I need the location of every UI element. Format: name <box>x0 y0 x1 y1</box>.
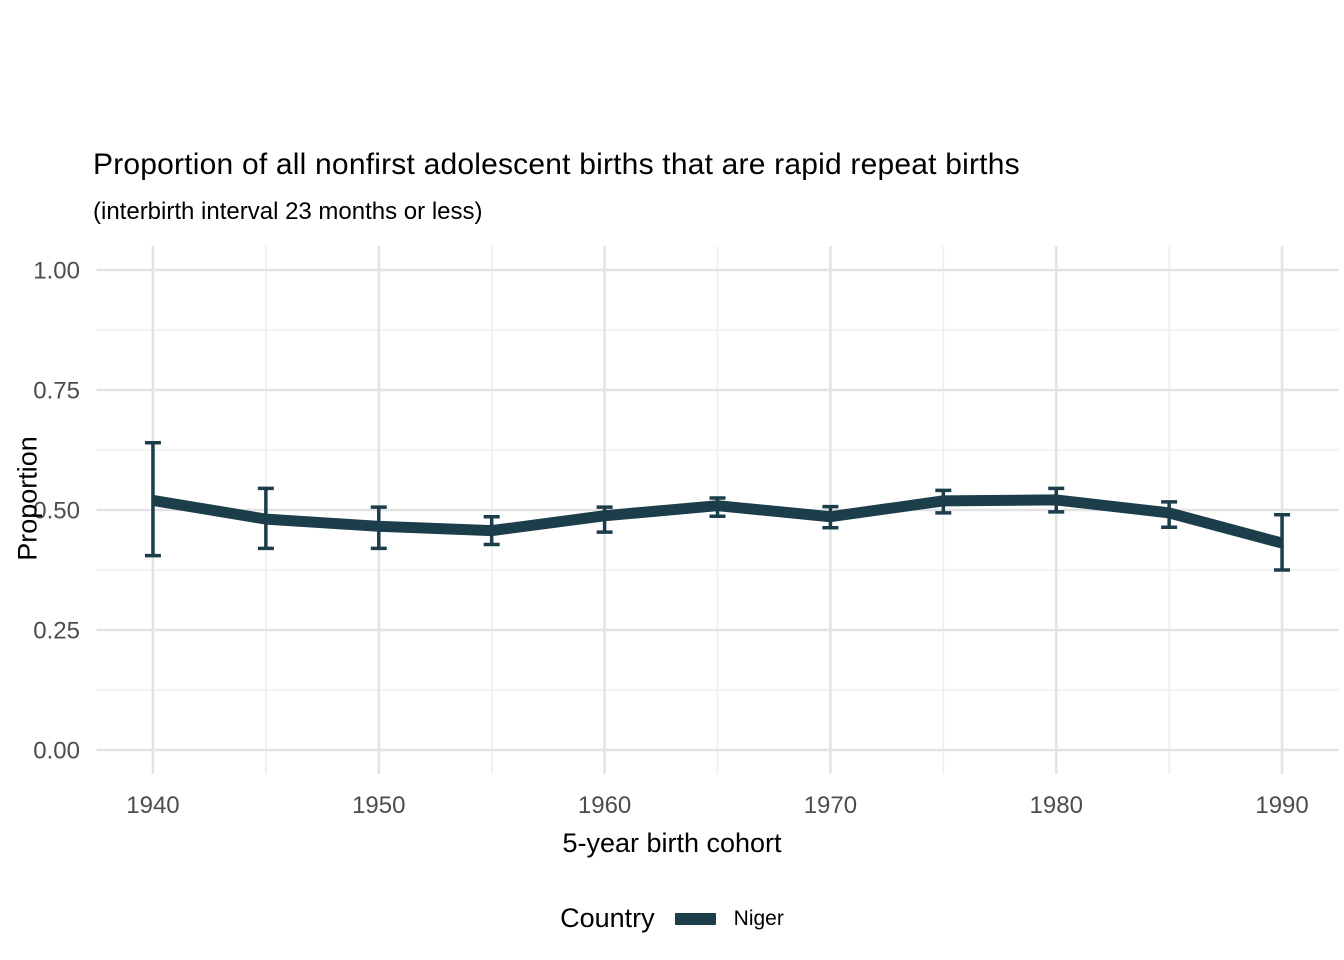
series-line-niger <box>152 494 1284 549</box>
legend-label-niger: Niger <box>733 906 784 930</box>
x-tick-label: 1970 <box>804 792 857 819</box>
y-tick-label: 0.50 <box>33 498 80 525</box>
x-axis-title: 5-year birth cohort <box>562 828 782 858</box>
y-tick-label: 0.25 <box>33 618 80 645</box>
x-tick-label: 1950 <box>352 792 405 819</box>
x-tick-label: 1990 <box>1255 792 1308 819</box>
y-tick-label: 0.75 <box>33 378 80 405</box>
legend-title: Country <box>560 903 655 933</box>
chart-subtitle: (interbirth interval 23 months or less) <box>93 198 483 225</box>
y-tick-label: 1.00 <box>33 258 80 285</box>
x-tick-label: 1960 <box>578 792 631 819</box>
x-tick-label: 1940 <box>126 792 179 819</box>
legend: Country Niger <box>0 903 1344 934</box>
x-tick-label: 1980 <box>1030 792 1083 819</box>
chart-title: Proportion of all nonfirst adolescent bi… <box>93 148 1020 181</box>
y-axis-title: Proportion <box>12 436 43 561</box>
y-tick-label: 0.00 <box>33 738 80 765</box>
niger-line-swatch-icon <box>674 912 716 925</box>
